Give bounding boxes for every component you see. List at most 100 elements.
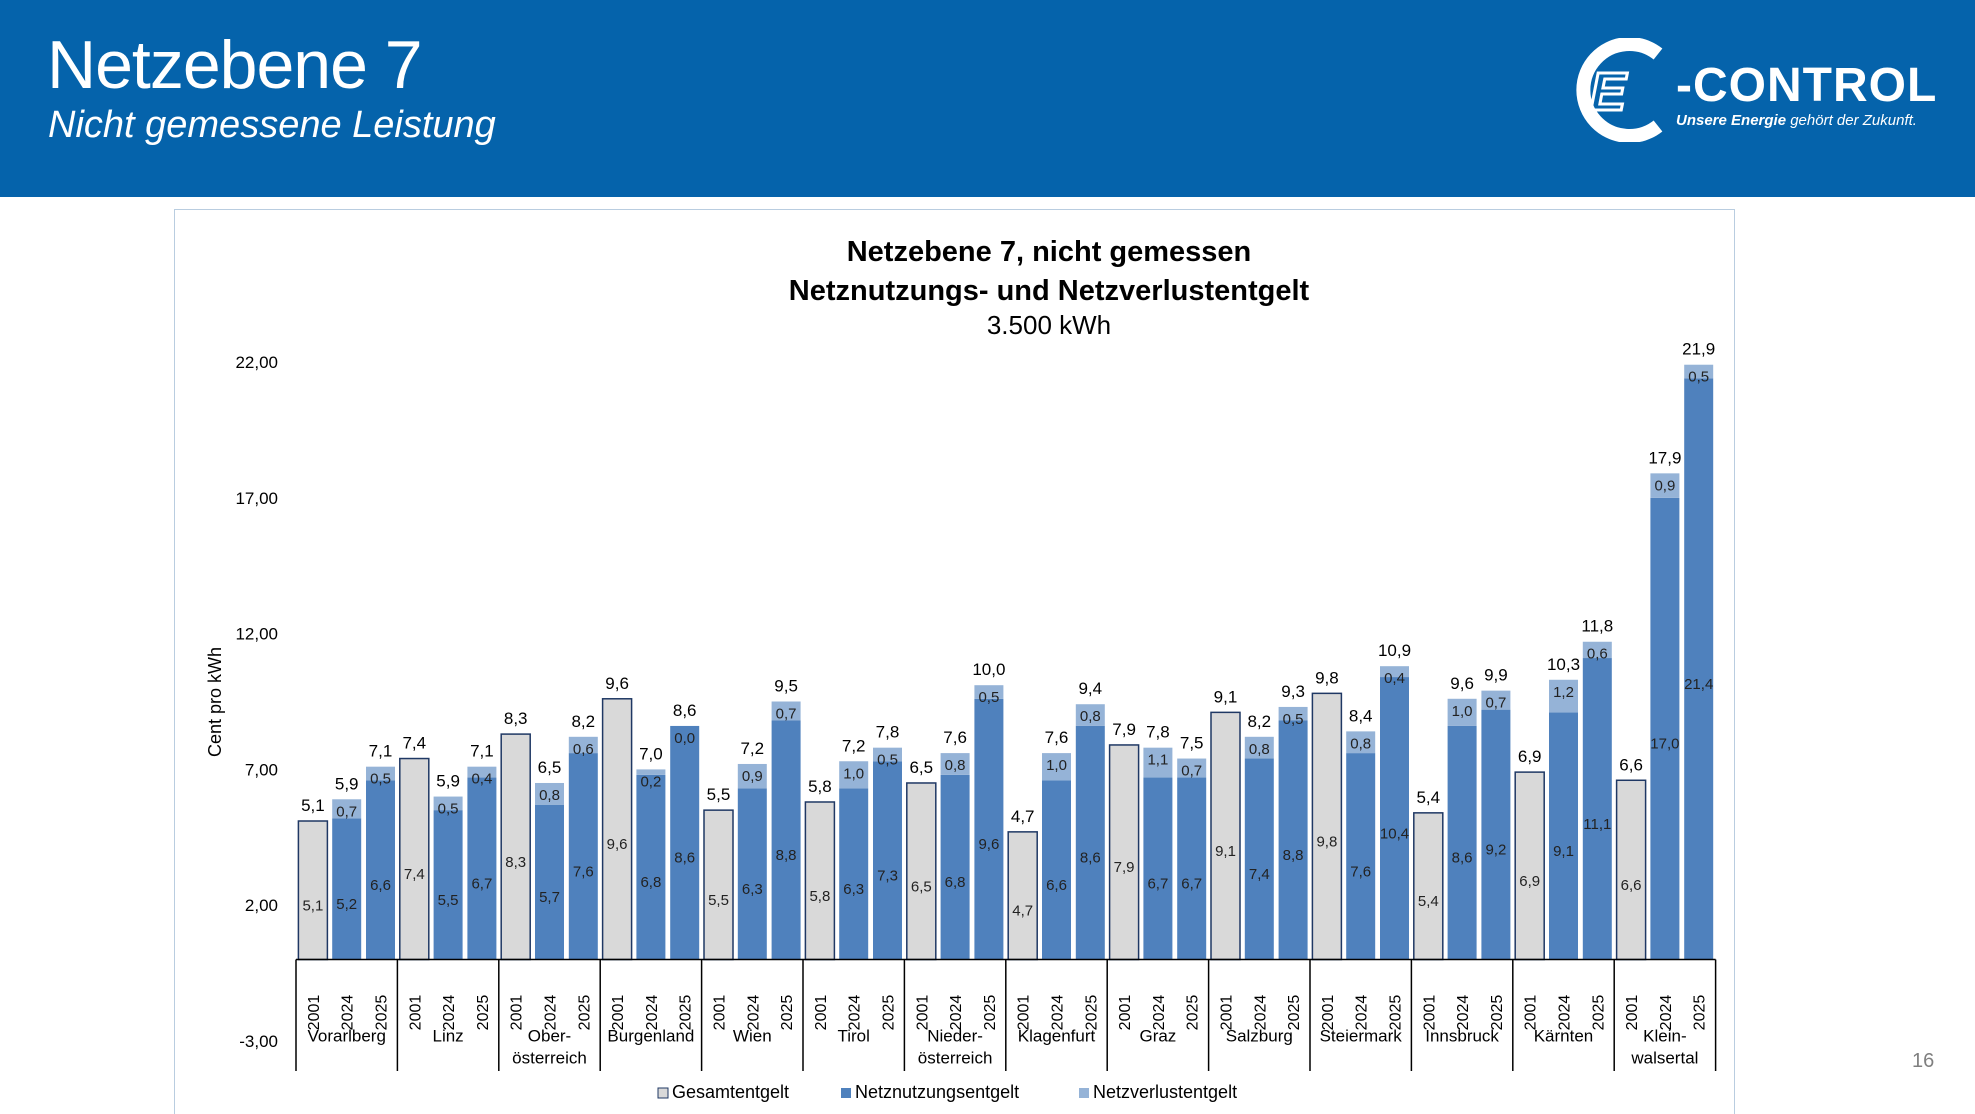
bar-netznutzungsentgelt (535, 804, 564, 960)
x-category-label: walsertal (1630, 1049, 1698, 1068)
bar-total-label: 6,5 (909, 758, 933, 777)
bar-total-label: 9,5 (774, 677, 798, 696)
bar-verlust-label: 0,8 (945, 757, 966, 774)
x-tick-year: 2024 (340, 995, 357, 1031)
bar-total-label: 9,1 (1214, 687, 1238, 706)
x-category-label: österreich (918, 1049, 993, 1068)
bar-total-label: 9,9 (1484, 666, 1508, 685)
bar-netzverlustentgelt (568, 736, 598, 754)
x-tick-year: 2024 (1354, 995, 1371, 1031)
legend-swatch (657, 1087, 669, 1099)
bar-total-label: 4,7 (1011, 807, 1035, 826)
bar-netznutzungsentgelt (839, 788, 869, 960)
bar-value-label: 7,6 (573, 863, 594, 880)
bar-gesamtentgelt (601, 698, 633, 961)
bar-value-label: 7,6 (1350, 863, 1371, 880)
bar-value-label: 8,6 (1080, 850, 1101, 867)
x-category-label: Tirol (837, 1027, 869, 1046)
bar-value-label: 11,1 (1583, 816, 1611, 833)
bar-netznutzungsentgelt (1684, 378, 1714, 960)
bar-netznutzungsentgelt (467, 777, 497, 960)
x-tick-year: 2025 (1083, 995, 1100, 1031)
bar-gesamtentgelt (1413, 812, 1444, 961)
bar-total-label: 5,9 (335, 774, 359, 793)
bar-netzverlustentgelt (940, 753, 970, 775)
bar-verlust-label: 1,0 (1452, 703, 1473, 720)
bar-netznutzungsentgelt (366, 780, 395, 960)
bar-total-label: 7,8 (876, 723, 900, 742)
chart-subtitle: 3.500 kWh (987, 310, 1111, 340)
bar-netznutzungsentgelt (433, 810, 463, 960)
bar-netzverlustentgelt (1042, 753, 1071, 781)
logo-letter: E (1590, 62, 1628, 122)
x-tick-year: 2024 (1151, 995, 1168, 1031)
x-tick-year: 2025 (1590, 995, 1607, 1031)
bar-value-label: 6,3 (843, 881, 864, 898)
bar-value-label: 5,5 (438, 892, 459, 909)
bar-total-label: 5,9 (436, 772, 460, 791)
bar-value-label: 7,3 (877, 867, 898, 884)
bar-verlust-label: 0,5 (1283, 711, 1304, 728)
bar-total-label: 9,6 (605, 674, 629, 693)
bar-gesamtentgelt (297, 820, 329, 961)
bar-netznutzungsentgelt (1549, 712, 1578, 960)
x-tick-year: 2025 (1185, 995, 1202, 1031)
x-tick-year: 2024 (1252, 995, 1269, 1031)
bar-netznutzungsentgelt (568, 753, 598, 960)
bar-verlust-label: 1,1 (1147, 752, 1168, 769)
bar-total-label: 6,5 (538, 758, 562, 777)
bar-verlust-label: 0,8 (1350, 735, 1371, 752)
bar-value-label: 6,6 (370, 877, 391, 894)
bar-total-label: 7,9 (1112, 720, 1136, 739)
y-tick-label: 7,00 (245, 760, 278, 779)
bar-value-label: 9,1 (1553, 843, 1574, 860)
bar-total-label: 9,4 (1078, 679, 1102, 698)
bar-value-label: 4,7 (1012, 903, 1033, 920)
bar-verlust-label: 0,8 (1249, 741, 1270, 758)
legend-swatch (841, 1088, 851, 1098)
bar-total-label: 7,1 (470, 742, 494, 761)
x-tick-year: 2001 (306, 995, 323, 1031)
logo-slogan-bold: Unsere Energie (1676, 112, 1787, 129)
bar-total-label: 5,5 (707, 785, 731, 804)
bar-value-label: 17,0 (1650, 736, 1679, 753)
bar-netznutzungsentgelt (1380, 677, 1409, 960)
bar-value-label: 5,1 (302, 897, 323, 914)
x-tick-year: 2001 (1219, 995, 1236, 1031)
bar-netzverlustentgelt (1684, 364, 1714, 379)
bar-value-label: 7,9 (1114, 859, 1135, 876)
bar-gesamtentgelt (1514, 771, 1545, 961)
bar-total-label: 9,3 (1281, 682, 1305, 701)
bar-netznutzungsentgelt (332, 818, 362, 960)
bar-netzverlustentgelt (1549, 679, 1578, 713)
x-tick-year: 2024 (847, 995, 864, 1031)
bar-value-label: 6,6 (1046, 877, 1067, 894)
x-tick-year: 2001 (1421, 995, 1438, 1031)
x-tick-year: 2001 (914, 995, 931, 1031)
bar-verlust-label: 0,7 (1485, 695, 1506, 712)
bar-netznutzungsentgelt (940, 774, 970, 960)
bar-total-label: 7,1 (369, 742, 393, 761)
bar-total-label: 21,9 (1682, 340, 1715, 359)
bar-value-label: 6,6 (1621, 877, 1642, 894)
x-tick-year: 2025 (374, 995, 391, 1031)
bar-verlust-label: 0,5 (438, 801, 459, 818)
bar-gesamtentgelt (399, 757, 430, 961)
bar-netznutzungsentgelt (873, 761, 902, 960)
bar-value-label: 10,4 (1380, 825, 1409, 842)
bar-verlust-label: 0,5 (1688, 369, 1709, 386)
bar-value-label: 8,6 (1452, 850, 1473, 867)
bar-verlust-label: 0,8 (539, 787, 560, 804)
bar-netzverlustentgelt (974, 685, 1004, 699)
bar-total-label: 6,6 (1619, 755, 1643, 774)
legend-swatch (1079, 1088, 1089, 1098)
x-category-label: Ober- (528, 1027, 571, 1046)
x-tick-year: 2001 (1117, 995, 1134, 1031)
x-category-label: Kärnten (1534, 1027, 1594, 1046)
bar-value-label: 6,8 (945, 874, 966, 891)
bar-total-label: 10,3 (1547, 655, 1580, 674)
x-category-label: Klagenfurt (1018, 1027, 1096, 1046)
logo-wordmark: -CONTROL (1676, 59, 1938, 112)
bar-gesamtentgelt (1007, 831, 1038, 961)
bar-netzverlustentgelt (1380, 666, 1409, 678)
